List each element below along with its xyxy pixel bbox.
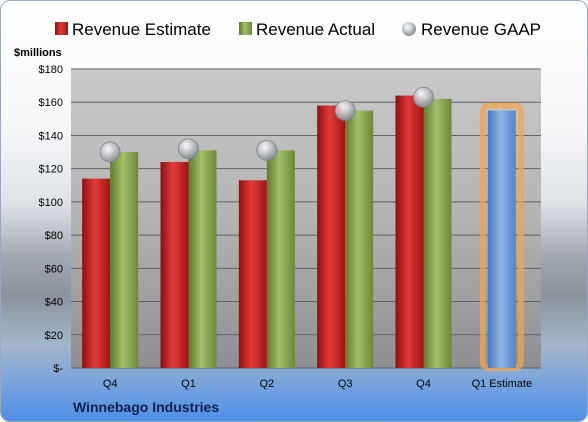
y-tick-label: $60 [45,263,63,275]
plot-area [71,69,541,368]
x-tick-label: Q2 [259,378,274,390]
company-name: Winnebago Industries [73,399,219,415]
bar-revenue-actual [345,110,374,369]
bar-revenue-actual [188,150,217,368]
x-axis-ticks: Q4 Q1 Q2 Q3 Q4 Q1 Estimate [103,378,532,390]
bar-revenue-actual [423,98,452,369]
legend: Revenue Estimate Revenue Actual Revenue … [55,20,541,39]
y-tick-label: $20 [45,330,63,342]
y-tick-label: $40 [45,297,63,309]
bar-revenue-estimate [160,162,189,368]
bar-revenue-estimate [238,180,267,368]
bars-layer [82,95,524,372]
marker-revenue-gaap [99,141,121,163]
y-tick-label: $180 [39,64,63,76]
y-tick-label: $100 [39,197,63,209]
bar-revenue-estimate [82,178,111,368]
bar-revenue-estimate [395,95,424,369]
x-tick-label: Q4 [103,378,118,390]
legend-swatch-revenue-gaap [402,22,416,36]
marker-revenue-gaap [413,86,434,108]
bar-q1-estimate [487,110,516,369]
y-tick-label: $140 [39,130,63,142]
y-tick-label: $160 [39,97,63,109]
x-tick-label: Q1 Estimate [472,378,533,390]
gaap-markers-layer [99,86,434,163]
x-tick-label: Q4 [416,378,431,390]
legend-label-revenue-actual: Revenue Actual [256,20,375,39]
x-tick-label: Q3 [338,378,353,390]
legend-swatch-revenue-actual [239,22,252,35]
y-tick-label: $- [53,363,63,375]
gridlines [71,68,541,369]
y-axis-ticks: $- $20 $40 $60 $80 $100 $120 $140 $160 $180 [39,64,64,375]
bar-revenue-actual [266,150,295,368]
bar-revenue-estimate [317,105,346,369]
x-tick-label: Q1 [181,378,196,390]
marker-revenue-gaap [256,139,278,161]
marker-revenue-gaap [334,100,356,121]
y-tick-label: $120 [39,164,63,176]
legend-label-revenue-estimate: Revenue Estimate [72,20,211,39]
y-tick-label: $80 [45,230,63,242]
bar-revenue-actual [110,152,139,368]
legend-swatch-revenue-estimate [55,22,68,35]
legend-label-revenue-gaap: Revenue GAAP [421,20,541,39]
marker-revenue-gaap [178,138,199,160]
y-axis-unit-label: $millions [14,47,62,59]
